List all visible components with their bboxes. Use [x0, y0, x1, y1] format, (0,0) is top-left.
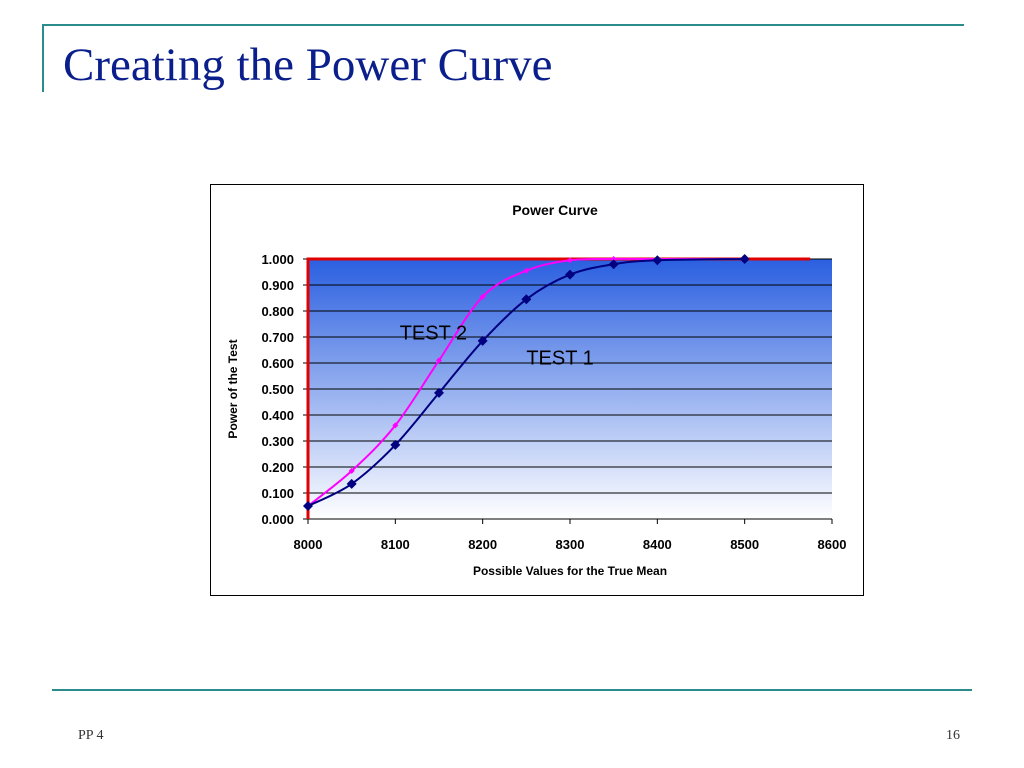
- x-tick-label: 8400: [643, 537, 672, 552]
- y-tick-label: 0.700: [261, 330, 294, 345]
- chart-title: Power Curve: [512, 202, 598, 218]
- test-1-point: [390, 439, 401, 450]
- title-accent-line: [42, 24, 964, 26]
- test-1-line: [307, 258, 745, 507]
- test-1-point: [565, 269, 575, 280]
- x-tick-label: 8300: [556, 537, 585, 552]
- series-annotation: TEST 2: [400, 323, 467, 345]
- test-1-point: [608, 259, 619, 270]
- y-tick-label: 0.200: [261, 460, 294, 475]
- test-2-point: [436, 357, 442, 364]
- test-1-point: [303, 501, 313, 511]
- slide-title: Creating the Power Curve: [63, 39, 553, 91]
- y-axis-label: Power of the Test: [226, 339, 240, 438]
- test-2-point: [479, 293, 486, 300]
- y-tick-label: 0.400: [261, 408, 294, 423]
- page-number: 16: [946, 728, 960, 743]
- test-2-point: [523, 267, 530, 274]
- test-2-point: [392, 422, 399, 429]
- test-1-point: [434, 387, 444, 398]
- y-tick-label: 0.000: [261, 512, 294, 527]
- x-tick-label: 8600: [818, 537, 847, 552]
- footer-label: PP 4: [78, 728, 104, 743]
- y-tick-label: 0.100: [261, 486, 294, 501]
- x-tick-label: 8500: [730, 537, 759, 552]
- y-tick-label: 0.800: [261, 304, 294, 319]
- title-accent-bar: [42, 24, 44, 92]
- y-tick-label: 0.300: [261, 434, 294, 449]
- test-1-point: [521, 294, 532, 305]
- power-curve-chart: Power Curve 0.000 0.100 0.200 0.300 0.400 0.50…: [210, 184, 864, 596]
- x-tick-label: 8000: [294, 537, 323, 552]
- series-annotation: TEST 1: [526, 347, 593, 369]
- test-2-point: [567, 257, 573, 264]
- x-tick-label: 8100: [381, 537, 410, 552]
- chart-canvas: Power Curve 0.000 0.100 0.200 0.300 0.400 0.50…: [226, 202, 847, 578]
- test-1-point: [652, 255, 663, 266]
- x-axis-label: Possible Values for the True Mean: [473, 564, 667, 578]
- test-2-point: [348, 467, 355, 474]
- test-1-point: [739, 254, 750, 264]
- test-1-point: [346, 478, 357, 489]
- x-tick-label: 8200: [468, 537, 497, 552]
- y-tick-label: 0.500: [261, 382, 294, 397]
- y-tick-label: 1.000: [261, 252, 294, 267]
- test-2-point: [610, 256, 617, 262]
- y-tick-label: 0.900: [261, 278, 294, 293]
- test-2-line: [307, 257, 745, 507]
- footer-line: [52, 689, 972, 691]
- y-tick-label: 0.600: [261, 356, 294, 371]
- test-1-point: [477, 335, 488, 346]
